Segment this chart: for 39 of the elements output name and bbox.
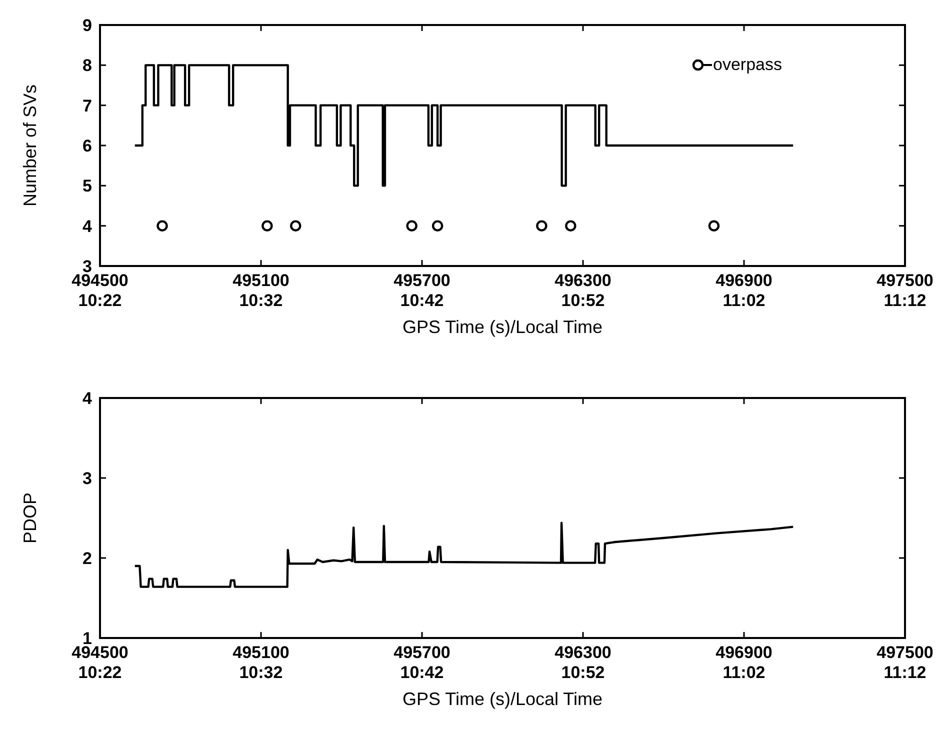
y-tick-label: 5 — [82, 176, 92, 196]
x-axis-title: GPS Time (s)/Local Time — [402, 689, 603, 709]
y-axis-title: Number of SVs — [20, 84, 40, 207]
line-series — [134, 522, 794, 588]
x-tick-label: 496900 — [716, 271, 772, 290]
y-tick-label: 4 — [82, 389, 93, 408]
x2-tick-label: 10:32 — [239, 663, 283, 682]
x2-tick-label: 10:52 — [561, 291, 605, 310]
legend-label: overpass — [713, 55, 782, 74]
x-tick-label: 495100 — [232, 271, 290, 290]
x2-tick-label: 11:12 — [884, 663, 926, 682]
x-tick-label: 497500 — [876, 271, 934, 290]
x-tick-label: 494500 — [72, 271, 128, 290]
x2-tick-label: 11:02 — [722, 291, 766, 310]
x2-tick-label: 11:12 — [884, 291, 926, 310]
y-tick-label: 2 — [82, 549, 92, 568]
x2-tick-label: 10:22 — [78, 663, 122, 682]
x2-tick-label: 10:52 — [561, 663, 605, 682]
x2-tick-label: 10:32 — [239, 291, 283, 310]
x2-tick-label: 11:02 — [722, 663, 766, 682]
x-tick-label: 495100 — [232, 643, 290, 662]
x-tick-label: 497500 — [876, 643, 934, 662]
y-tick-label: 6 — [82, 136, 92, 156]
x2-tick-label: 10:22 — [78, 291, 122, 310]
y-axis-title: PDOP — [20, 492, 40, 544]
x-tick-label: 496300 — [554, 271, 612, 290]
x-tick-label: 495700 — [394, 271, 450, 290]
x-tick-label: 496900 — [716, 643, 772, 662]
y-tick-label: 7 — [82, 96, 92, 116]
y-tick-label: 4 — [82, 216, 93, 236]
y-tick-label: 9 — [82, 16, 92, 35]
x-tick-label: 494500 — [72, 643, 128, 662]
x-tick-label: 496300 — [554, 643, 612, 662]
x-tick-label: 495700 — [394, 643, 450, 662]
y-tick-label: 3 — [82, 469, 92, 488]
x-axis-title: GPS Time (s)/Local Time — [402, 317, 603, 337]
y-tick-label: 8 — [82, 56, 92, 76]
x2-tick-label: 10:42 — [400, 291, 444, 310]
x2-tick-label: 10:42 — [400, 663, 444, 682]
